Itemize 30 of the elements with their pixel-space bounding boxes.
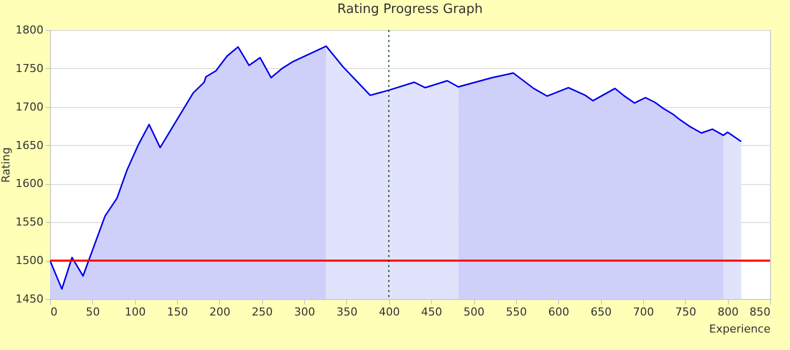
x-axis-title: Experience bbox=[709, 322, 771, 336]
y-tick-label: 1800 bbox=[16, 24, 44, 36]
x-tick-label: 0 bbox=[50, 306, 58, 318]
x-tick-label: 700 bbox=[632, 306, 654, 318]
y-tick-label: 1600 bbox=[16, 177, 44, 190]
x-tick-label: 600 bbox=[548, 306, 570, 318]
x-tick-label: 400 bbox=[378, 306, 400, 318]
y-tick-label: 1650 bbox=[16, 138, 44, 152]
line-series bbox=[50, 45, 742, 290]
x-tick-label: 150 bbox=[167, 306, 188, 318]
x-tick-label: 350 bbox=[336, 306, 358, 318]
x-tick-label: 250 bbox=[252, 306, 273, 318]
x-tick-label: 550 bbox=[506, 306, 527, 318]
y-tick-label: 1450 bbox=[16, 292, 44, 306]
x-tick-label: 850 bbox=[750, 306, 770, 318]
x-tick-label: 650 bbox=[590, 306, 612, 318]
x-tick-label: 200 bbox=[209, 306, 230, 318]
y-axis-title: Rating bbox=[0, 147, 13, 183]
y-tick-label: 1500 bbox=[16, 254, 44, 268]
x-tick-label: 750 bbox=[675, 306, 696, 318]
x-tick-label: 300 bbox=[294, 306, 316, 318]
chart-title: Rating Progress Graph bbox=[337, 2, 483, 17]
y-tick-label: 1700 bbox=[16, 100, 44, 114]
x-tick-label: 800 bbox=[718, 306, 739, 318]
x-tick-label: 500 bbox=[464, 306, 485, 318]
y-tick-label: 1550 bbox=[16, 216, 44, 229]
x-tick-label: 450 bbox=[421, 306, 442, 318]
y-tick-label: 1750 bbox=[16, 62, 44, 75]
x-tick-label: 100 bbox=[124, 306, 146, 318]
x-tick-label: 50 bbox=[86, 306, 100, 318]
